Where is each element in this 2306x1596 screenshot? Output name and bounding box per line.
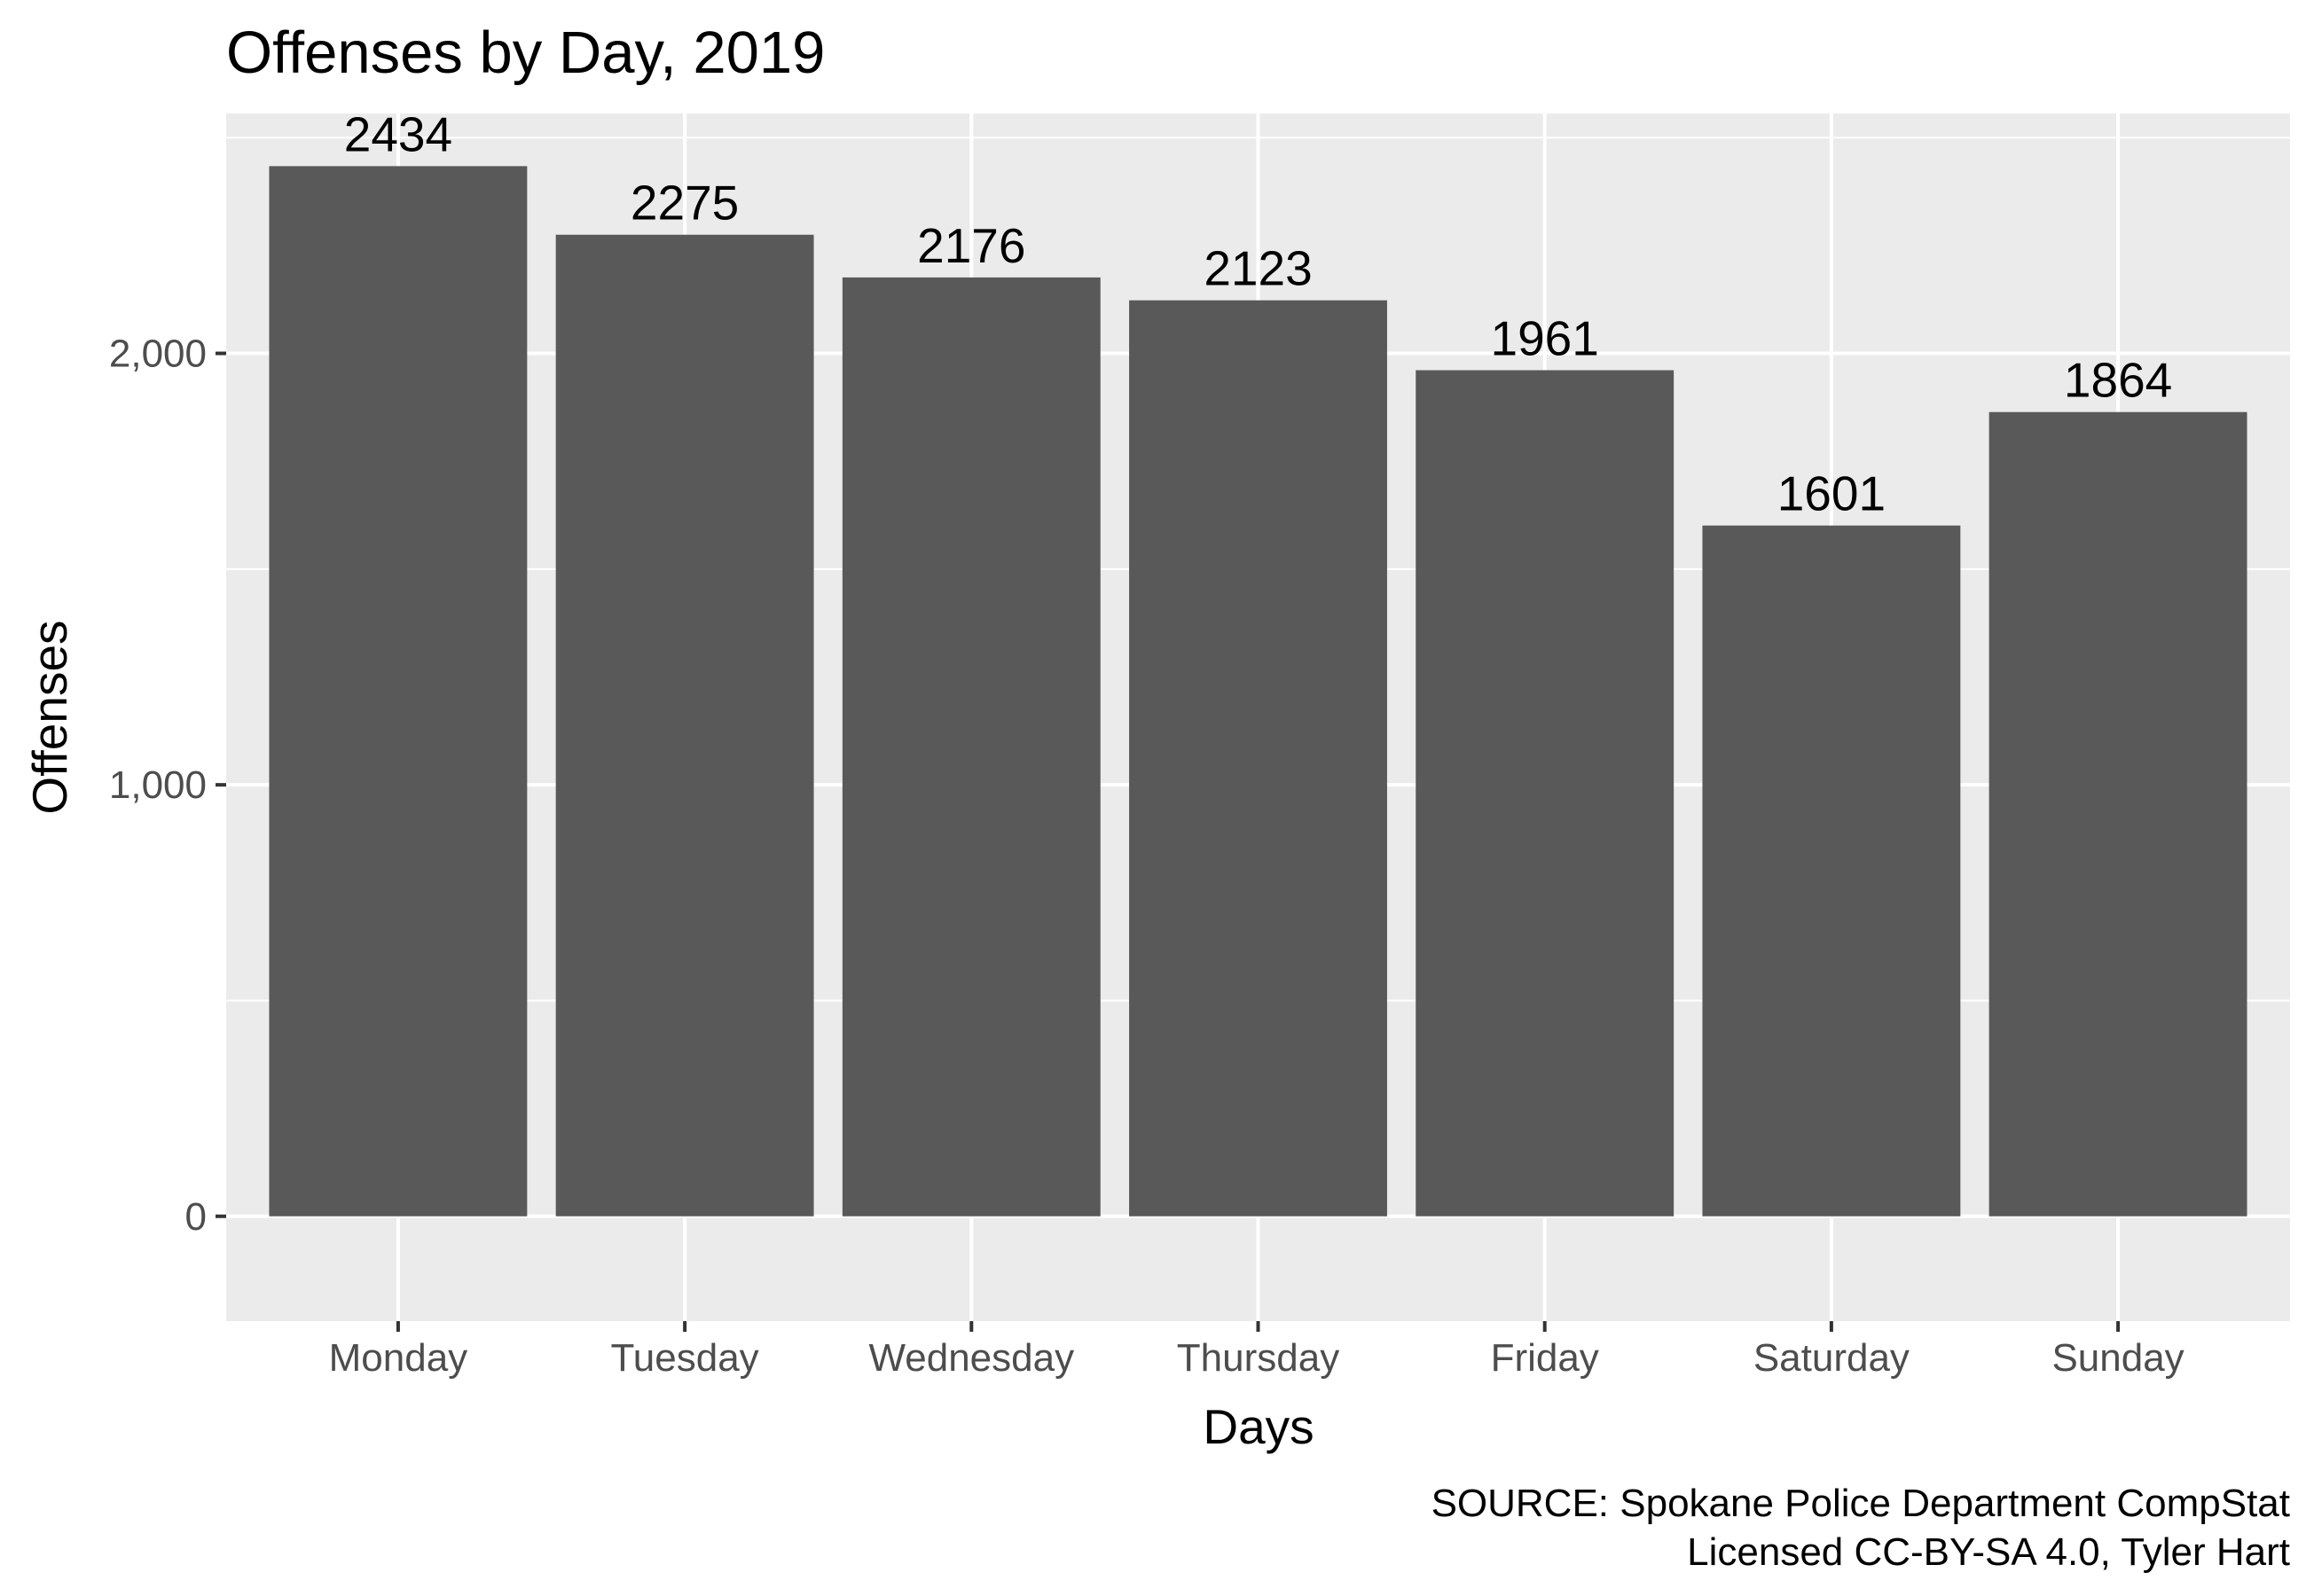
y-axis-title: Offenses: [22, 620, 77, 814]
data-label-tuesday: 2275: [631, 176, 739, 231]
x-tick-label-monday: Monday: [329, 1336, 468, 1380]
bars-group: [269, 166, 2247, 1217]
x-tick-label-wednesday: Wednesday: [869, 1336, 1075, 1380]
data-label-wednesday: 2176: [917, 218, 1025, 273]
bar-sunday: [1988, 411, 2247, 1217]
bar-thursday: [1129, 300, 1387, 1217]
caption-license: Licensed CC-BY-SA 4.0, Tyler Hart: [1687, 1530, 2290, 1574]
y-tick-label: 0: [185, 1195, 207, 1239]
data-label-saturday: 1601: [1777, 466, 1886, 521]
y-axis: 0 1,000 2,000: [109, 332, 226, 1239]
data-label-sunday: 1864: [2064, 353, 2172, 408]
x-tick-label-friday: Friday: [1491, 1336, 1599, 1380]
x-axis-title: Days: [1203, 1399, 1314, 1454]
bar-friday: [1416, 370, 1675, 1217]
data-label-monday: 2434: [344, 106, 452, 161]
y-tick-label: 2,000: [109, 332, 207, 376]
x-tick-label-thursday: Thursday: [1177, 1336, 1339, 1380]
bar-tuesday: [555, 234, 814, 1217]
data-label-thursday: 2123: [1204, 241, 1312, 296]
bar-monday: [269, 166, 528, 1217]
bar-saturday: [1702, 525, 1961, 1217]
data-label-friday: 1961: [1491, 311, 1599, 366]
chart-title: Offenses by Day, 2019: [226, 20, 825, 86]
x-tick-label-saturday: Saturday: [1753, 1336, 1910, 1380]
x-axis: Monday Tuesday Wednesday Thursday Friday Satu…: [329, 1321, 2184, 1380]
x-tick-label-sunday: Sunday: [2051, 1336, 2184, 1380]
data-labels-group: 2434 2275 2176 2123 1961 1601 1864: [344, 106, 2173, 520]
caption-source: SOURCE: Spokane Police Department CompSt…: [1431, 1482, 2290, 1525]
y-tick-label: 1,000: [109, 763, 207, 807]
bar-wednesday: [842, 277, 1101, 1217]
x-tick-label-tuesday: Tuesday: [611, 1336, 759, 1380]
